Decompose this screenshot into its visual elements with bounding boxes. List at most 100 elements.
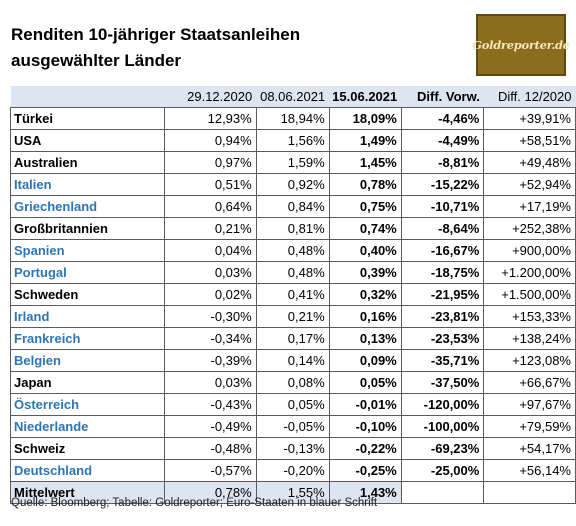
table-row: Großbritannien 0,21% 0,81% 0,74% -8,64% +252,… [9,217,576,240]
yield-0806-cell: -0,13% [255,437,330,460]
diff-week-cell: -15,22% [400,173,485,196]
yield-2020-cell: 0,21% [164,217,257,240]
average-label: Mittelwert [9,481,166,504]
country-cell: Schweiz [9,437,166,460]
yield-0806-cell: 18,94% [255,107,330,130]
yield-2020-cell: -0,39% [164,349,257,372]
yield-0806-cell: 0,05% [255,393,330,416]
country-cell: Griechenland [9,195,166,218]
diff-year-cell: +54,17% [483,437,576,460]
table-row: Schweden 0,02% 0,41% 0,32% -21,95% +1.500,00% [9,283,576,306]
table-row: USA 0,94% 1,56% 1,49% -4,49% +58,51% [9,129,576,152]
yield-0806-cell: 0,14% [255,349,330,372]
diff-week-cell: -69,23% [400,437,485,460]
header-cell-date-2: 08.06.2021 [256,86,330,108]
table-row: Japan 0,03% 0,08% 0,05% -37,50% +66,67% [9,371,576,394]
country-cell: Belgien [9,349,166,372]
goldreporter-logo: Goldreporter.de [472,14,570,76]
country-cell: Österreich [9,393,166,416]
average-row: Mittelwert 0,78% 1,55% 1,43% [9,481,576,504]
diff-week-cell: -37,50% [400,371,485,394]
table-row: Griechenland 0,64% 0,84% 0,75% -10,71% +17,19… [9,195,576,218]
yield-1506-cell: 0,05% [328,371,402,394]
header-cell-date-1: 29.12.2020 [164,86,257,108]
table-row: Australien 0,97% 1,59% 1,45% -8,81% +49,48% [9,151,576,174]
diff-week-cell: -35,71% [400,349,485,372]
table-row: Deutschland -0,57% -0,20% -0,25% -25,00% +56,… [9,459,576,482]
yield-2020-cell: -0,49% [164,415,257,438]
diff-year-cell: +900,00% [483,239,576,262]
yield-2020-cell: -0,30% [164,305,257,328]
source-note: Quelle: Bloomberg; Tabelle: Goldreporter… [11,497,378,509]
diff-week-cell: -120,00% [400,393,485,416]
yield-1506-cell: 1,49% [328,129,402,152]
yield-2020-cell: 0,97% [164,151,257,174]
table-row: Frankreich -0,34% 0,17% 0,13% -23,53% +138,24… [9,327,576,350]
diff-year-cell: +79,59% [483,415,576,438]
average-diff-week-cell [400,481,485,504]
diff-year-cell: +153,33% [483,305,576,328]
country-cell: Deutschland [9,459,166,482]
diff-week-cell: -8,64% [400,217,485,240]
country-cell: Australien [9,151,166,174]
yield-0806-cell: 0,81% [255,217,330,240]
country-cell: Schweden [9,283,166,306]
yield-0806-cell: -0,20% [255,459,330,482]
yield-1506-cell: -0,25% [328,459,402,482]
yield-2020-cell: -0,34% [164,327,257,350]
yield-0806-cell: 0,48% [255,261,330,284]
diff-week-cell: -4,49% [400,129,485,152]
yield-1506-cell: 0,16% [328,305,402,328]
average-yield-2020-cell: 0,78% [164,481,257,504]
table-row: Türkei 12,93% 18,94% 18,09% -4,46% +39,91% [9,107,576,130]
title-line-1: Renditen 10-jähriger Staatsanleihen [11,25,301,44]
header-cell-diff-week: Diff. Vorw. [401,86,484,108]
table-row: Österreich -0,43% 0,05% -0,01% -120,00% +97,6… [9,393,576,416]
yield-1506-cell: 0,32% [328,283,402,306]
yield-1506-cell: 0,39% [328,261,402,284]
yield-0806-cell: 0,92% [255,173,330,196]
yield-2020-cell: -0,57% [164,459,257,482]
yield-1506-cell: 0,13% [328,327,402,350]
country-cell: Frankreich [9,327,166,350]
table-row: Italien 0,51% 0,92% 0,78% -15,22% +52,94% [9,173,576,196]
country-cell: Türkei [9,107,166,130]
yield-1506-cell: 0,74% [328,217,402,240]
yield-2020-cell: 0,94% [164,129,257,152]
diff-year-cell: +252,38% [483,217,576,240]
yield-0806-cell: 0,08% [255,371,330,394]
diff-year-cell: +49,48% [483,151,576,174]
header-cell-country [10,86,165,108]
diff-week-cell: -16,67% [400,239,485,262]
diff-year-cell: +138,24% [483,327,576,350]
country-cell: Japan [9,371,166,394]
yield-2020-cell: 0,51% [164,173,257,196]
diff-year-cell: +52,94% [483,173,576,196]
country-cell: Irland [9,305,166,328]
yield-1506-cell: 0,75% [328,195,402,218]
diff-week-cell: -18,75% [400,261,485,284]
diff-week-cell: -8,81% [400,151,485,174]
diff-week-cell: -100,00% [400,415,485,438]
diff-year-cell: +56,14% [483,459,576,482]
diff-year-cell: +1.500,00% [483,283,576,306]
diff-week-cell: -10,71% [400,195,485,218]
diff-year-cell: +97,67% [483,393,576,416]
diff-week-cell: -21,95% [400,283,485,306]
yield-0806-cell: 0,41% [255,283,330,306]
yield-0806-cell: 1,56% [255,129,330,152]
table-row: Spanien 0,04% 0,48% 0,40% -16,67% +900,00% [9,239,576,262]
page-title: Renditen 10-jähriger Staatsanleihen ausg… [11,22,431,74]
diff-year-cell: +123,08% [483,349,576,372]
diff-week-cell: -25,00% [400,459,485,482]
diff-week-cell: -23,53% [400,327,485,350]
yield-0806-cell: 0,48% [255,239,330,262]
yield-0806-cell: 0,17% [255,327,330,350]
yield-0806-cell: 0,84% [255,195,330,218]
yield-2020-cell: 0,03% [164,371,257,394]
yield-1506-cell: 0,40% [328,239,402,262]
table-row: Portugal 0,03% 0,48% 0,39% -18,75% +1.200,00% [9,261,576,284]
yield-2020-cell: 12,93% [164,107,257,130]
yield-2020-cell: 0,03% [164,261,257,284]
yield-1506-cell: -0,01% [328,393,402,416]
